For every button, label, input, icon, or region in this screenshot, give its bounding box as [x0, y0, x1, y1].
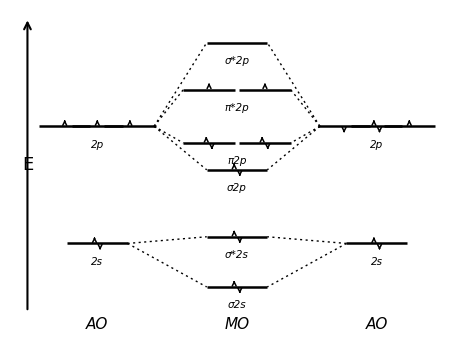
Text: 2p: 2p [370, 140, 383, 150]
Text: MO: MO [224, 317, 250, 332]
Text: π*2p: π*2p [225, 103, 249, 113]
Text: AO: AO [365, 317, 388, 332]
Text: π2p: π2p [227, 156, 247, 166]
Text: 2p: 2p [91, 140, 104, 150]
Text: 2s: 2s [371, 257, 383, 267]
Text: σ*2p: σ*2p [224, 56, 250, 66]
Text: σ*2s: σ*2s [225, 250, 249, 260]
Text: σ2s: σ2s [228, 300, 246, 310]
Text: AO: AO [86, 317, 109, 332]
Text: 2s: 2s [91, 257, 103, 267]
Text: E: E [22, 156, 33, 174]
Text: σ2p: σ2p [227, 183, 247, 193]
